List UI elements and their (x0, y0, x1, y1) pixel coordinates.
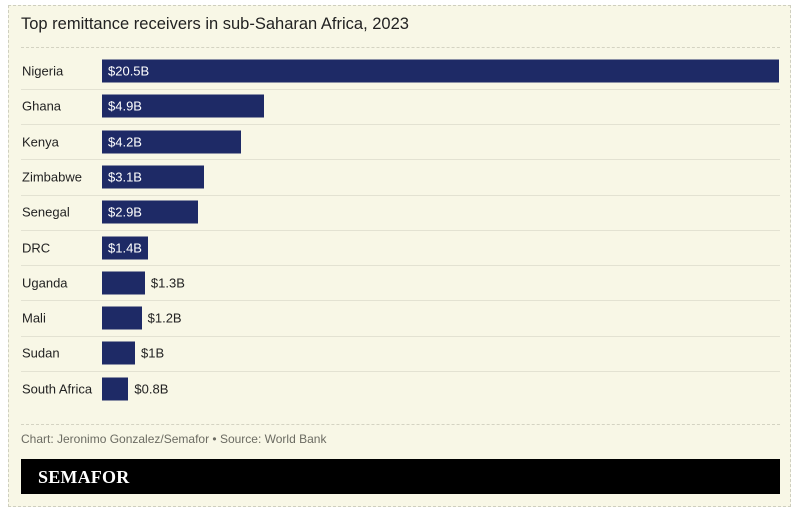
category-label: Zimbabwe (22, 169, 82, 185)
row-divider (21, 265, 780, 267)
bar (102, 236, 149, 259)
category-label: Senegal (22, 204, 70, 220)
category-label: South Africa (22, 381, 93, 397)
chart-title: Top remittance receivers in sub-Saharan … (21, 15, 409, 33)
row-divider (21, 229, 780, 231)
value-label: $1.4B (108, 240, 142, 255)
row-divider (21, 123, 780, 125)
value-label: $3.1B (108, 169, 142, 185)
value-label: $2.9B (108, 204, 142, 220)
title-divider (21, 47, 780, 48)
row-divider (21, 335, 780, 337)
footer-divider (21, 424, 780, 425)
bar (102, 165, 205, 189)
category-label: Kenya (22, 134, 59, 150)
bar (102, 94, 264, 118)
bar (102, 377, 129, 401)
value-label: $1.3B (150, 275, 185, 291)
row-divider (21, 371, 780, 373)
value-label: $4.9B (108, 98, 142, 114)
value-label: $1B (141, 345, 165, 361)
category-label: Sudan (22, 345, 60, 361)
row-divider (21, 194, 780, 196)
bar (102, 271, 145, 295)
category-label: Mali (22, 310, 46, 326)
bar (102, 341, 136, 365)
value-label: $20.5B (108, 63, 150, 79)
bar (102, 200, 198, 224)
chart-credit: Chart: Jeronimo Gonzalez/Semafor • Sourc… (21, 432, 327, 446)
category-label: Ghana (22, 98, 62, 114)
category-label: Nigeria (22, 63, 64, 79)
logo-text: SEMAFOR (38, 467, 130, 487)
value-label: $1.2B (147, 310, 182, 326)
row-divider (21, 159, 780, 161)
bar (102, 59, 779, 83)
row-divider (21, 88, 780, 90)
category-label: DRC (22, 240, 51, 255)
row-divider (21, 300, 780, 302)
category-label: Uganda (22, 275, 68, 291)
value-label: $4.2B (108, 134, 142, 150)
value-label: $0.8B (134, 381, 169, 397)
semafor-logo: SEMAFOR (21, 459, 780, 494)
bar (102, 130, 241, 154)
bar (102, 306, 142, 330)
